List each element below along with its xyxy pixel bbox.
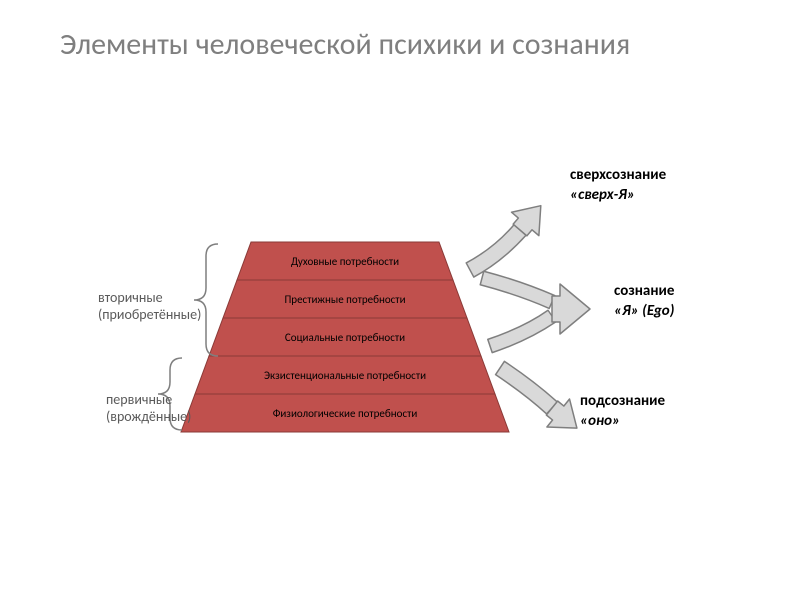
secondary-label-line1: вторичные [98, 289, 163, 306]
secondary-label-line2: (приобретённые) [98, 306, 201, 323]
primary-label: первичные (врождённые) [106, 392, 191, 426]
superego-subtitle: «сверх-Я» [570, 186, 635, 204]
superego-title: сверхсознание [570, 166, 666, 184]
primary-label-line2: (врождённые) [106, 408, 191, 425]
primary-label-line1: первичные [106, 391, 172, 408]
id-label: подсознание «оно» [580, 392, 665, 431]
id-title: подсознание [580, 392, 665, 410]
id-subtitle: «оно» [580, 412, 620, 430]
secondary-label: вторичные (приобретённые) [98, 290, 201, 324]
ego-title: сознание [614, 282, 674, 300]
pyramid-group [181, 242, 509, 432]
slide: Элементы человеческой психики и сознания… [0, 0, 800, 600]
superego-label: сверхсознание «сверх-Я» [570, 166, 666, 205]
ego-label: сознание «Я» (Ego) [614, 282, 674, 321]
ego-subtitle: «Я» (Ego) [614, 302, 674, 320]
